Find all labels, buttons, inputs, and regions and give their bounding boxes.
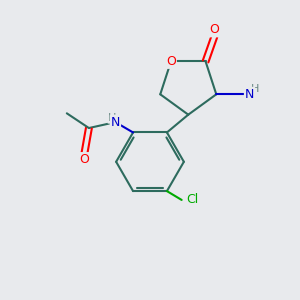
Text: O: O — [209, 23, 219, 36]
Text: N: N — [245, 88, 254, 101]
Text: N: N — [111, 116, 120, 129]
Text: O: O — [166, 55, 176, 68]
Text: H: H — [108, 113, 117, 123]
Text: Cl: Cl — [187, 194, 199, 206]
Text: O: O — [80, 153, 89, 166]
Text: H: H — [251, 84, 260, 94]
